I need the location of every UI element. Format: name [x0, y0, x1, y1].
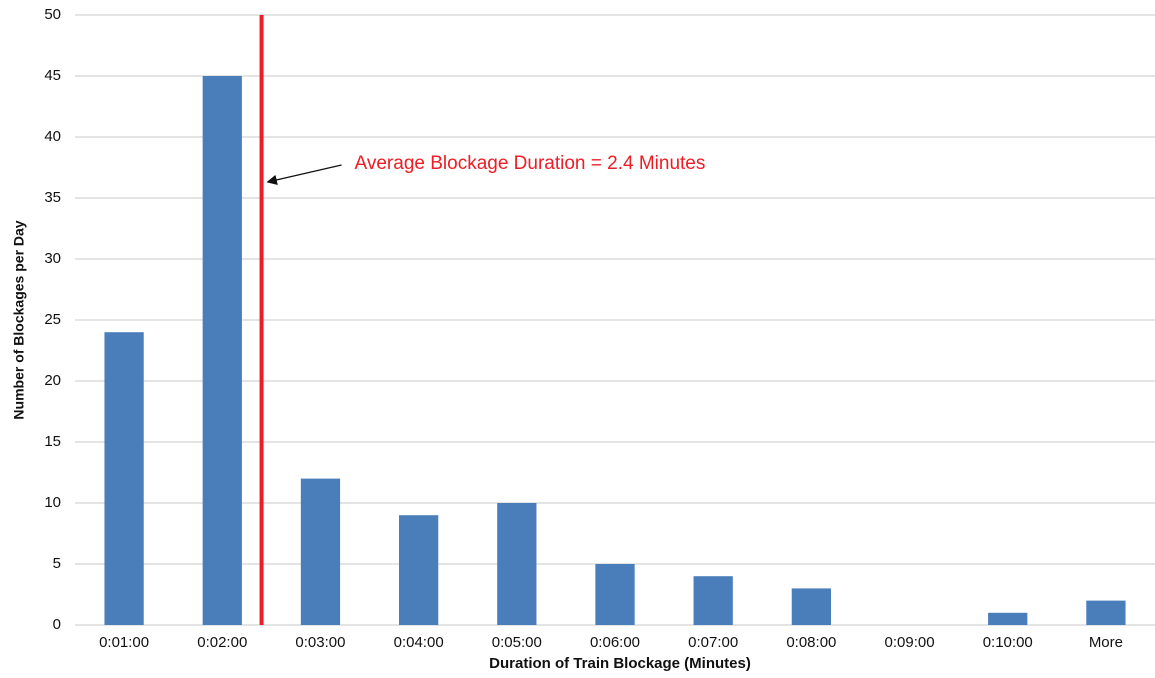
- x-tick-label: More: [1089, 634, 1123, 651]
- bar: [791, 588, 831, 625]
- bar: [300, 478, 341, 625]
- y-tick-label: 5: [53, 555, 61, 572]
- bar: [1086, 600, 1126, 625]
- bar: [988, 612, 1028, 625]
- annotation-text: Average Blockage Duration = 2.4 Minutes: [355, 153, 706, 174]
- x-axis-title: Duration of Train Blockage (Minutes): [489, 655, 751, 672]
- x-tick-label: 0:09:00: [885, 634, 935, 651]
- y-tick-label: 40: [44, 128, 61, 145]
- x-tick-label: 0:03:00: [295, 634, 345, 651]
- bar: [104, 332, 144, 625]
- y-tick-label: 35: [44, 189, 61, 206]
- x-tick-label: 0:01:00: [99, 634, 149, 651]
- y-tick-label: 15: [44, 433, 61, 450]
- y-tick-label: 50: [44, 6, 61, 23]
- y-axis-title: Number of Blockages per Day: [11, 220, 27, 419]
- bar: [399, 515, 439, 625]
- x-tick-label: 0:08:00: [786, 634, 836, 651]
- x-tick-label: 0:04:00: [394, 634, 444, 651]
- x-tick-label: 0:06:00: [590, 634, 640, 651]
- y-tick-label: 25: [44, 311, 61, 328]
- x-tick-label: 0:10:00: [983, 634, 1033, 651]
- bar: [497, 503, 537, 625]
- y-tick-label: 45: [44, 67, 61, 84]
- y-tick-label: 20: [44, 372, 61, 389]
- bar: [595, 564, 635, 625]
- bar: [202, 76, 242, 625]
- y-tick-label: 10: [44, 494, 61, 511]
- annotation-arrow: [266, 164, 342, 185]
- bar: [693, 576, 733, 625]
- x-tick-label: 0:05:00: [492, 634, 542, 651]
- y-tick-label: 0: [53, 616, 61, 633]
- y-tick-label: 30: [44, 250, 61, 267]
- x-tick-label: 0:02:00: [197, 634, 247, 651]
- x-tick-label: 0:07:00: [688, 634, 738, 651]
